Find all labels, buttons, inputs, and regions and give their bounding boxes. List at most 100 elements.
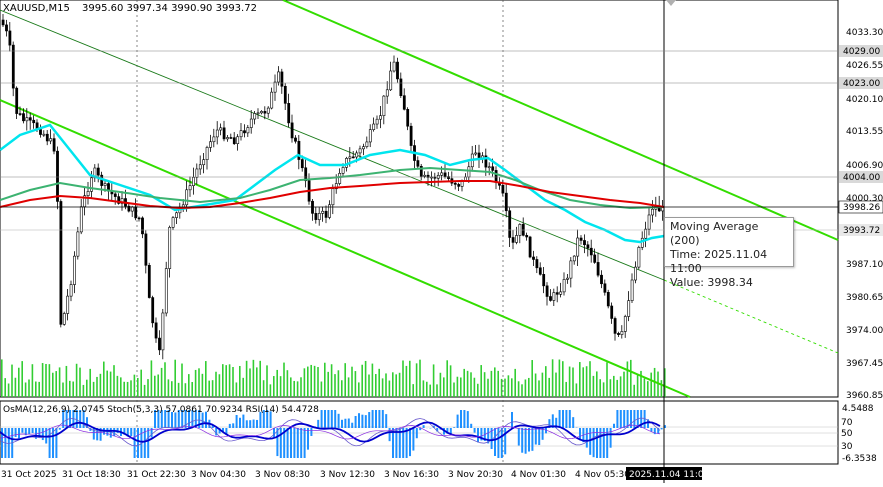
volume-bar	[266, 365, 268, 397]
volume-bar	[402, 360, 404, 397]
volume-bar	[304, 368, 306, 397]
osma-bar	[375, 410, 377, 428]
volume-bar	[229, 364, 231, 397]
volume-bar	[610, 379, 612, 397]
osma-bar	[623, 410, 625, 428]
volume-bar	[477, 384, 479, 397]
volume-bar	[164, 362, 166, 397]
candle	[148, 263, 150, 299]
volume-bar	[647, 381, 649, 397]
volume-bar	[188, 374, 190, 397]
volume-bar	[280, 376, 282, 397]
osma-bar	[21, 428, 23, 433]
volume-bar	[256, 367, 258, 397]
osma-bar	[341, 420, 343, 428]
svg-text:2025.11.04 11:00: 2025.11.04 11:00	[629, 470, 710, 480]
price-axis-label: 3974.00	[846, 326, 883, 336]
osma-bar	[242, 415, 244, 428]
volume-bar	[42, 363, 44, 397]
time-axis-label: 3 Nov 20:30	[448, 470, 503, 480]
volume-bar	[443, 377, 445, 397]
volume-bar	[596, 371, 598, 397]
price-axis-label: 3967.45	[846, 359, 883, 369]
volume-bar	[463, 369, 465, 397]
volume-bar	[623, 372, 625, 397]
volume-bar	[45, 364, 47, 397]
price-tag-4004: 4004.00	[839, 171, 883, 183]
volume-bar	[55, 371, 57, 397]
volume-bar	[35, 382, 37, 397]
osma-bar	[365, 415, 367, 428]
osma-bar	[535, 428, 537, 445]
osma-bar	[327, 410, 329, 428]
price-axis-label: 3980.65	[846, 293, 883, 303]
volume-bar	[542, 373, 544, 397]
volume-bar	[253, 360, 255, 397]
osma-bar	[232, 423, 234, 428]
osma-bar	[460, 410, 462, 428]
volume-bar	[474, 378, 476, 397]
volume-bar	[378, 369, 380, 397]
osma-bar	[470, 424, 472, 428]
volume-bar	[215, 372, 217, 397]
price-tag-4023: 4023.00	[839, 77, 883, 89]
osma-bar	[236, 415, 238, 428]
price-axis-label: 4026.55	[846, 61, 883, 71]
candle	[638, 246, 640, 269]
osma-bar	[42, 428, 44, 440]
osma-bar	[467, 411, 469, 428]
volume-bar	[130, 380, 132, 397]
volume-bar	[582, 367, 584, 397]
volume-bar	[270, 384, 272, 397]
volume-bar	[4, 378, 6, 397]
indicator-axis-bottom: -6.3538	[842, 454, 877, 464]
volume-bar	[151, 360, 153, 397]
time-axis-label: 3 Nov 04:30	[191, 470, 246, 480]
volume-bar	[433, 364, 435, 397]
candle	[60, 199, 62, 327]
osma-bar	[55, 428, 57, 458]
osma-bar	[331, 410, 333, 428]
volume-bar	[480, 365, 482, 397]
volume-bar	[232, 367, 234, 397]
osma-bar	[378, 410, 380, 428]
osma-bar	[361, 415, 363, 428]
volume-bar	[293, 381, 295, 397]
osma-bar	[423, 425, 425, 428]
osma-bar	[256, 420, 258, 428]
volume-bar	[185, 383, 187, 397]
volume-bar	[450, 365, 452, 397]
volume-bar	[589, 361, 591, 397]
osma-bar	[147, 428, 149, 458]
volume-bar	[321, 382, 323, 397]
volume-bar	[555, 373, 557, 397]
volume-bar	[66, 366, 68, 397]
osma-bar	[351, 423, 353, 428]
volume-bar	[518, 381, 520, 397]
volume-bar	[208, 381, 210, 397]
price-tag-ma200: 3998.26	[839, 201, 883, 213]
volume-bar	[620, 376, 622, 397]
volume-bar	[195, 370, 197, 397]
volume-bar	[579, 362, 581, 397]
osma-bar	[287, 428, 289, 458]
volume-bar	[69, 381, 71, 397]
volume-bar	[341, 380, 343, 397]
osma-bar	[528, 428, 530, 452]
osma-bar	[474, 428, 476, 433]
volume-bar	[344, 363, 346, 397]
volume-bar	[236, 382, 238, 397]
volume-bar	[599, 379, 601, 397]
volume-bar	[198, 368, 200, 397]
volume-bar	[86, 380, 88, 397]
volume-bar	[467, 371, 469, 397]
osma-bar	[15, 428, 17, 437]
volume-bar	[239, 366, 241, 397]
volume-bar	[644, 379, 646, 397]
svg-text:4029.00: 4029.00	[843, 47, 880, 57]
osma-bar	[49, 428, 51, 458]
svg-text:3998.26: 3998.26	[843, 203, 880, 213]
volume-bar	[487, 379, 489, 397]
candle	[12, 42, 14, 97]
